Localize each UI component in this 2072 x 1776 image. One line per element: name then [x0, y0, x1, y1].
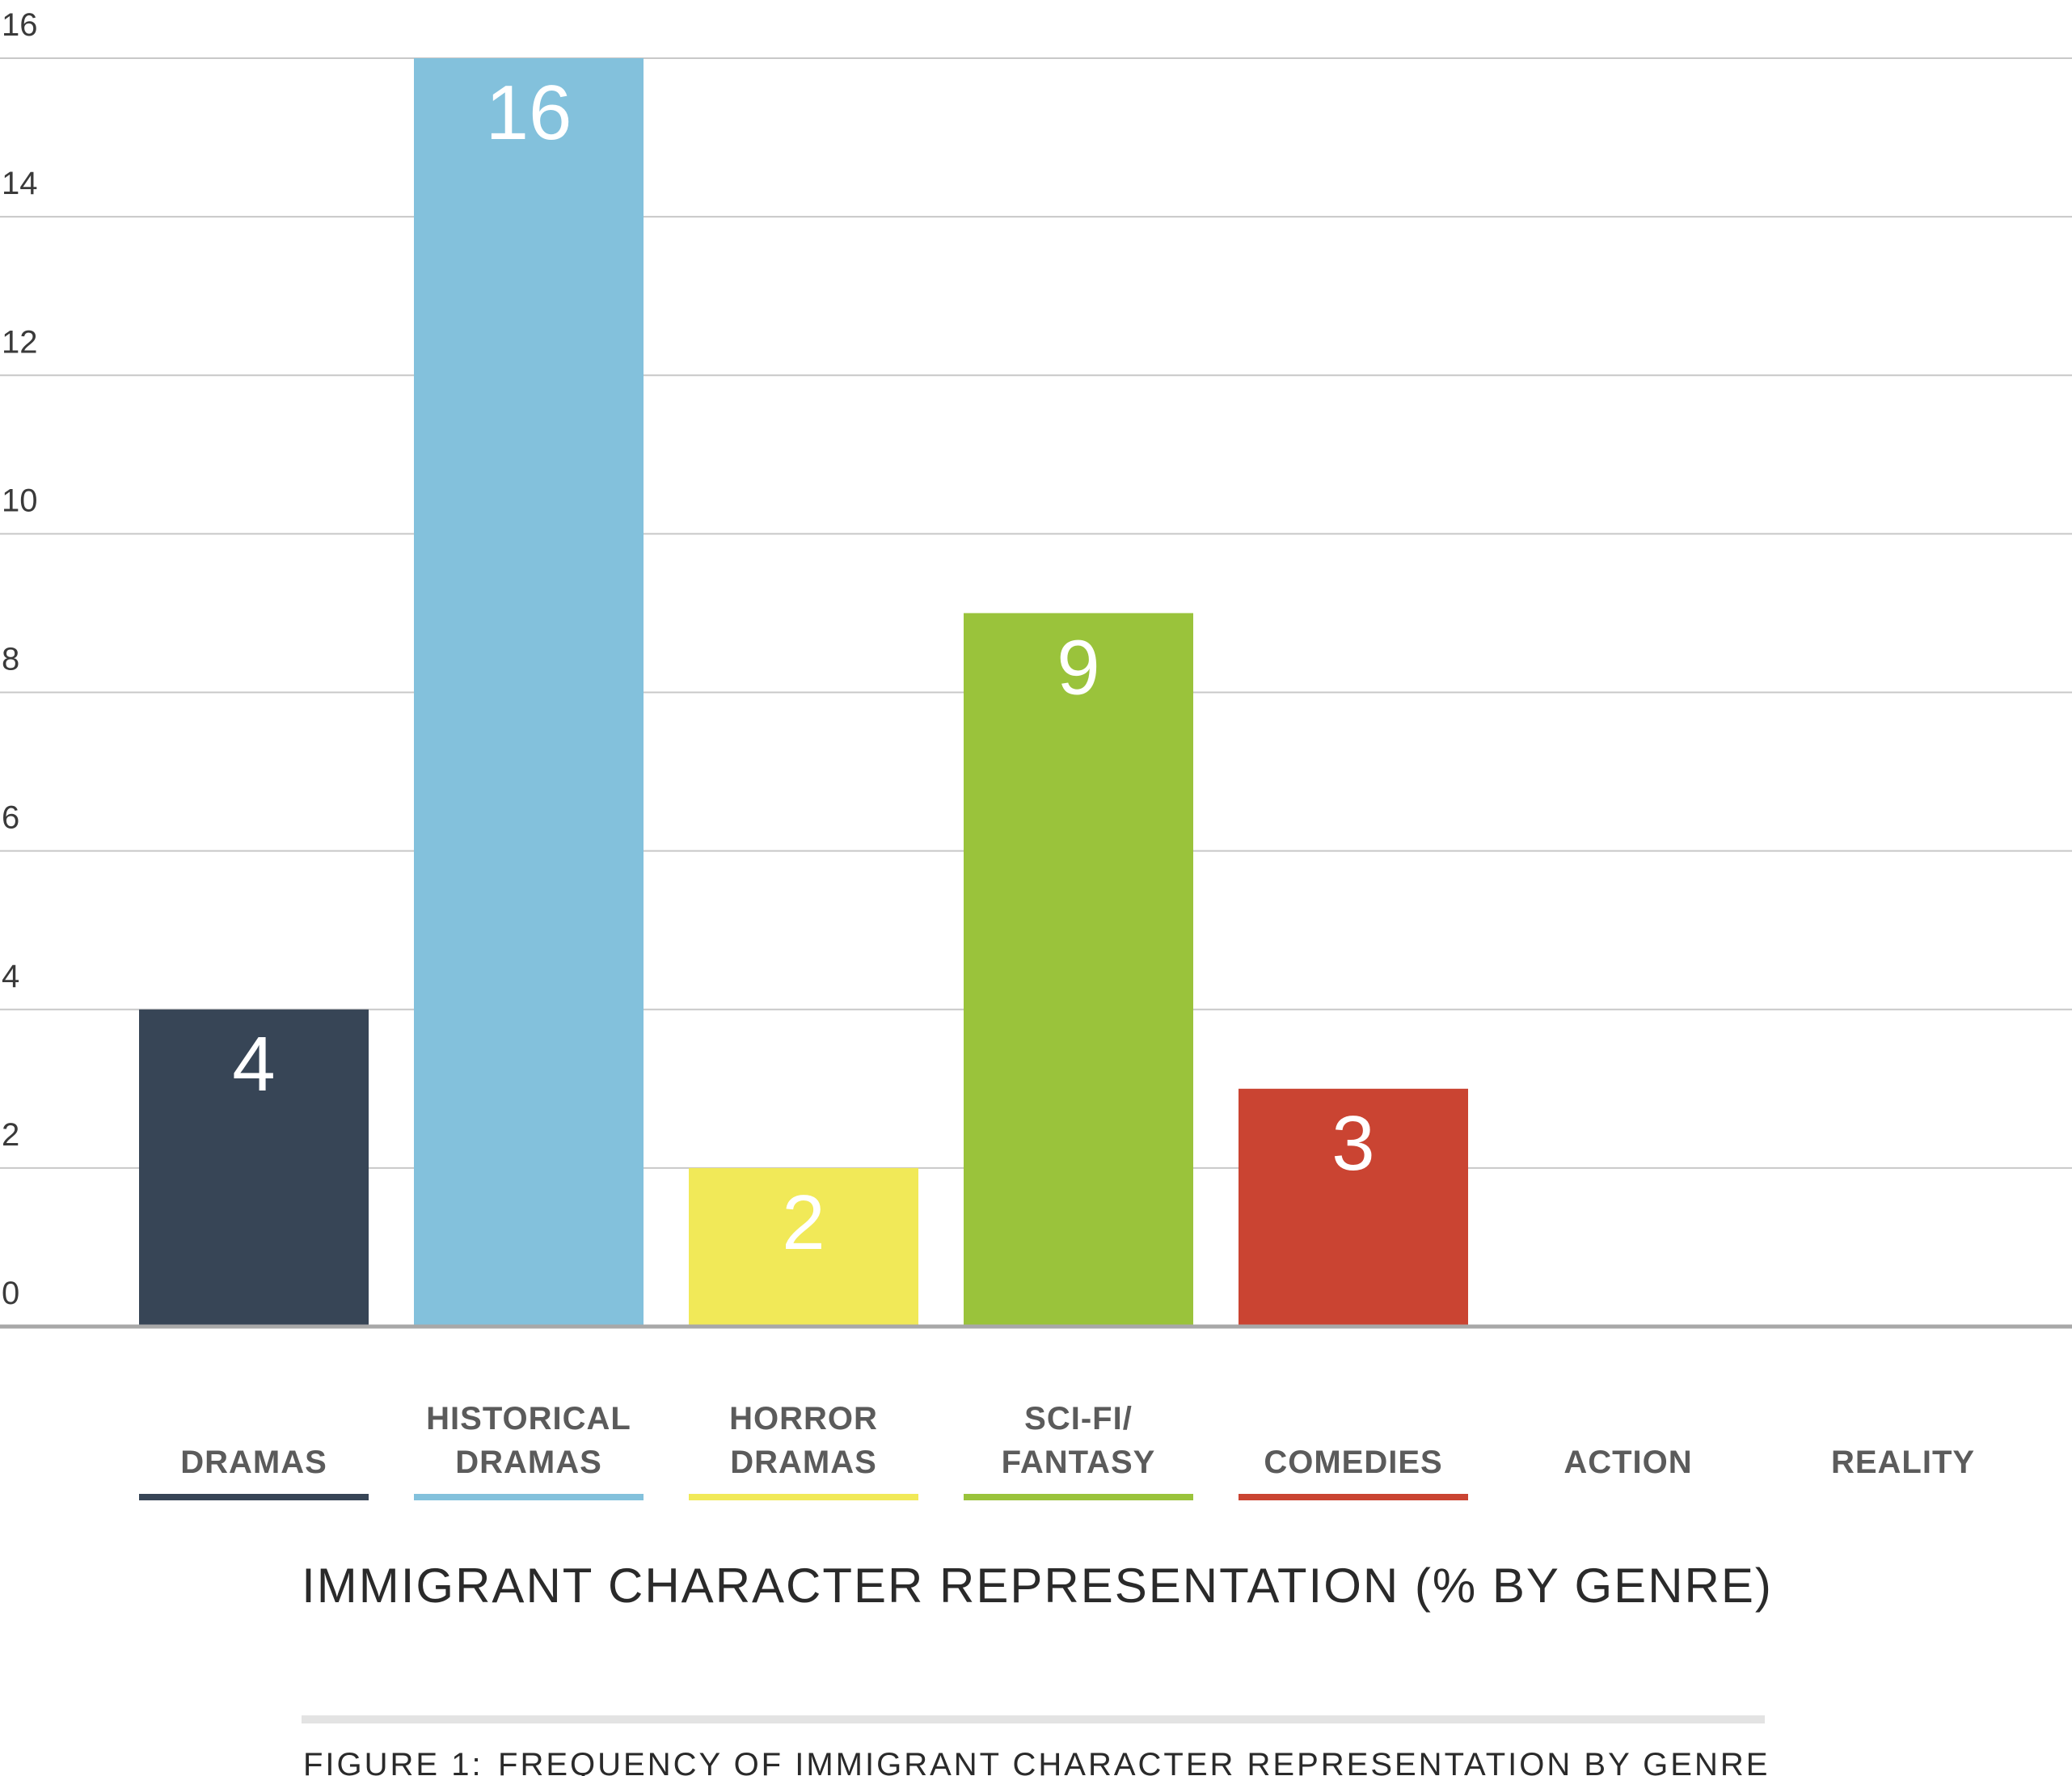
category-label: DRAMAS [455, 1445, 602, 1480]
category-label: HORROR [729, 1401, 878, 1436]
y-axis-ticks: 0 2 4 6 8 10 12 14 16 [2, 7, 38, 1311]
bar [1239, 1088, 1468, 1327]
category-labels: DRAMAS HISTORICAL DRAMAS HORROR DRAMAS SCI-FI… [139, 1401, 1975, 1500]
bars: 4 16 2 9 3 [139, 58, 1468, 1327]
y-tick-label: 12 [2, 324, 38, 360]
y-tick-label: 4 [2, 959, 19, 994]
category-label: REALITY [1831, 1445, 1975, 1480]
bar-data-label: 9 [1057, 624, 1099, 711]
legend-swatch [139, 1494, 369, 1500]
legend-swatch [1239, 1494, 1468, 1500]
y-tick-label: 16 [2, 7, 38, 43]
category-label: DRAMAS [730, 1445, 877, 1480]
category-label: SCI-FI/ [1024, 1401, 1133, 1436]
y-tick-label: 6 [2, 800, 19, 836]
bar-data-label: 4 [232, 1021, 275, 1107]
bar-data-label: 16 [486, 70, 572, 156]
category-label: ACTION [1563, 1445, 1692, 1480]
category-label: COMEDIES [1264, 1445, 1442, 1480]
y-tick-label: 2 [2, 1117, 19, 1153]
category-label: FANTASY [1002, 1445, 1156, 1480]
legend-swatch [964, 1494, 1193, 1500]
caption-text: FREQUENCY OF IMMIGRANT CHARACTER REPRESE… [498, 1747, 1770, 1776]
bar-data-label: 3 [1331, 1100, 1374, 1187]
category-label: DRAMAS [180, 1445, 327, 1480]
legend-swatch [689, 1494, 918, 1500]
y-tick-label: 8 [2, 642, 19, 677]
y-tick-label: 10 [2, 483, 38, 518]
bar [689, 1167, 918, 1327]
y-tick-label: 0 [2, 1276, 19, 1311]
figure-caption: FIGURE 1: FREQUENCY OF IMMIGRANT CHARACT… [303, 1747, 1770, 1776]
bar [964, 613, 1193, 1327]
x-axis-title: IMMIGRANT CHARACTER REPRESENTATION (% BY… [302, 1559, 1773, 1613]
caption-label: FIGURE 1: [303, 1747, 483, 1776]
caption-divider [302, 1715, 1765, 1723]
bar [139, 1009, 369, 1327]
category-label: HISTORICAL [426, 1401, 631, 1436]
y-tick-label: 14 [2, 166, 38, 201]
bar [414, 58, 644, 1327]
legend-swatch [414, 1494, 644, 1500]
bar-data-label: 2 [782, 1179, 825, 1266]
